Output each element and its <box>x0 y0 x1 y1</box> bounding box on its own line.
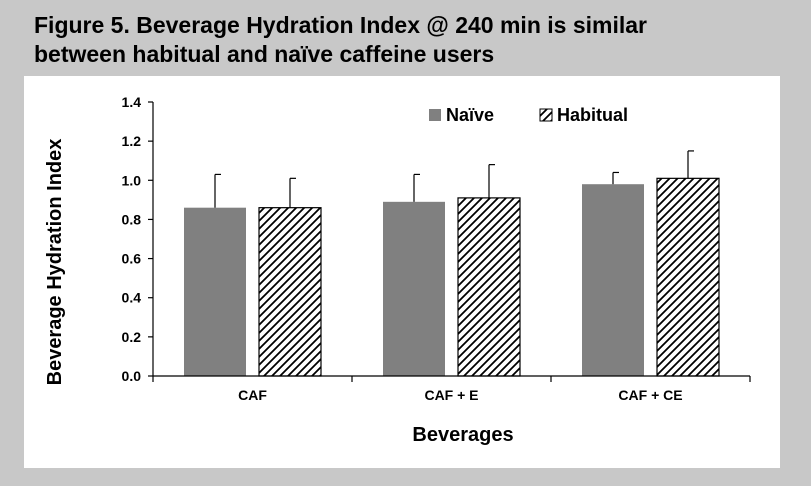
y-tick-label: 1.0 <box>122 172 142 188</box>
legend-label-naive: Naïve <box>446 105 494 125</box>
y-tick-label: 0.0 <box>122 368 142 384</box>
y-tick-label: 0.4 <box>122 290 142 306</box>
x-tick-label: CAF + E <box>424 387 478 403</box>
bar-naive <box>582 184 644 376</box>
bar-naive <box>184 207 246 376</box>
figure-title: Figure 5. Beverage Hydration Index @ 240… <box>34 11 794 69</box>
figure-title-line-2: between habitual and naïve caffeine user… <box>34 41 495 67</box>
legend-label-habitual: Habitual <box>557 105 628 125</box>
y-tick-label: 1.2 <box>122 133 142 149</box>
x-tick-label: CAF <box>238 387 267 403</box>
y-tick-label: 0.6 <box>122 251 142 267</box>
x-axis-title: Beverages <box>412 424 513 446</box>
y-axis-title: Beverage Hydration Index <box>44 139 66 386</box>
x-tick-label: CAF + CE <box>618 387 682 403</box>
y-tick-label: 1.4 <box>122 94 142 110</box>
bar-naive <box>383 201 445 376</box>
legend-swatch-habitual <box>539 108 553 122</box>
bar-habitual <box>258 207 322 377</box>
figure-title-line-1: Figure 5. Beverage Hydration Index @ 240… <box>34 12 647 38</box>
legend-swatch-naive <box>429 109 441 121</box>
bar-habitual <box>656 177 720 377</box>
bar-habitual <box>457 197 521 377</box>
y-tick-label: 0.8 <box>122 211 142 227</box>
y-tick-label: 0.2 <box>122 329 142 345</box>
